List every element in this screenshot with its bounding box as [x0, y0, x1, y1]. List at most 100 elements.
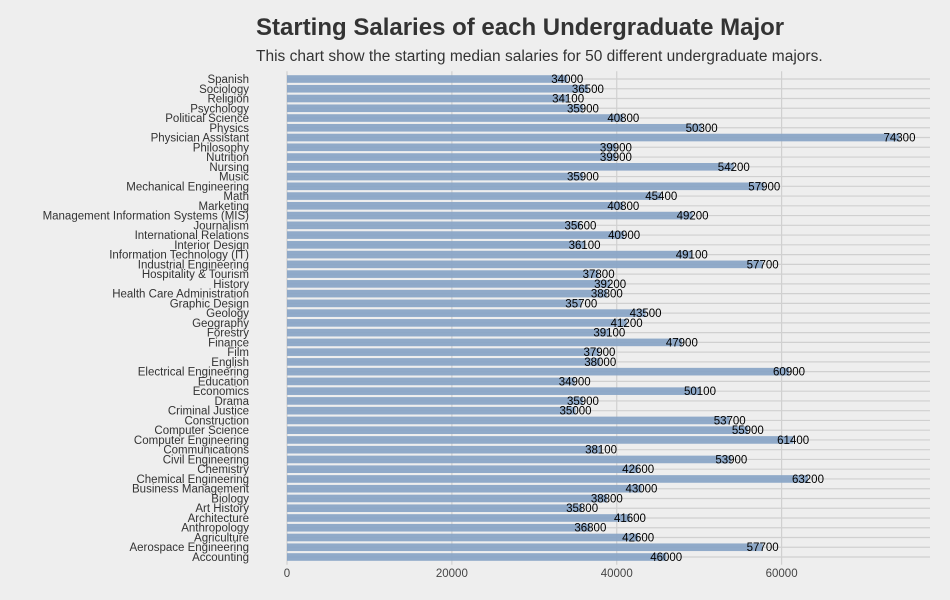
bar — [287, 523, 591, 532]
bar — [287, 211, 693, 220]
bar — [287, 494, 607, 503]
bar — [287, 514, 630, 522]
category-label: Architecture — [188, 513, 249, 525]
bar — [287, 319, 627, 327]
bar — [287, 192, 662, 200]
category-label: Journalism — [193, 220, 249, 232]
bar — [287, 377, 575, 386]
bar — [287, 114, 624, 122]
bar — [287, 299, 582, 308]
bar — [287, 465, 639, 474]
category-label: Graphic Design — [170, 298, 249, 310]
bar — [287, 143, 616, 152]
category-label: Geology — [206, 308, 249, 320]
bar — [287, 84, 588, 93]
x-tick-label: 20000 — [436, 568, 468, 580]
category-label: Construction — [184, 415, 249, 427]
category-label: Political Science — [165, 113, 249, 125]
bar — [287, 94, 569, 103]
bar — [287, 123, 702, 132]
category-label: Nursing — [209, 162, 249, 174]
bar — [287, 426, 748, 434]
category-label: Accounting — [192, 552, 249, 564]
category-label: Civil Engineering — [163, 454, 249, 466]
category-label: Drama — [214, 396, 249, 408]
category-label: Spanish — [207, 74, 249, 86]
category-label: Information Technology (IT) — [109, 250, 249, 262]
value-label: 35700 — [565, 298, 597, 310]
bar — [287, 289, 607, 298]
category-label: Nutrition — [206, 152, 249, 164]
category-label: Industrial Engineering — [138, 259, 249, 271]
value-label: 35900 — [567, 396, 599, 408]
category-label: Chemistry — [197, 464, 249, 476]
value-label: 35800 — [566, 503, 598, 515]
category-label: Communications — [163, 445, 249, 457]
value-label: 38800 — [591, 493, 623, 505]
category-label: History — [213, 279, 249, 291]
x-tick-label: 40000 — [601, 568, 633, 580]
value-label: 43500 — [630, 308, 662, 320]
value-label: 37900 — [583, 347, 615, 359]
bar — [287, 406, 576, 415]
value-label: 41600 — [614, 513, 646, 525]
value-label: 35600 — [564, 220, 596, 232]
category-label: Physics — [209, 123, 249, 135]
bar — [287, 260, 763, 269]
value-label: 35900 — [567, 172, 599, 184]
category-label: Computer Engineering — [134, 435, 249, 447]
value-label: 36800 — [574, 523, 606, 535]
bar — [287, 475, 808, 483]
bar — [287, 445, 602, 454]
category-label: Economics — [193, 386, 249, 398]
value-label: 43000 — [625, 484, 657, 496]
value-label: 54200 — [718, 162, 750, 174]
value-label: 50100 — [684, 386, 716, 398]
bar — [287, 358, 601, 366]
category-label: Anthropology — [181, 523, 249, 535]
bar — [287, 182, 765, 191]
category-label: Philosophy — [193, 142, 250, 154]
bar — [287, 504, 583, 513]
bar — [287, 162, 734, 171]
value-label: 40900 — [608, 230, 640, 242]
category-label: Aerospace Engineering — [129, 542, 249, 554]
category-label: International Relations — [135, 230, 250, 242]
category-label: Mechanical Engineering — [126, 181, 249, 193]
bars — [287, 75, 900, 561]
value-label: 34900 — [559, 376, 591, 388]
bar — [287, 133, 900, 142]
bar — [287, 309, 646, 317]
bar — [287, 455, 732, 464]
category-label: Psychology — [190, 103, 249, 115]
bar — [287, 202, 624, 210]
category-label: Finance — [208, 337, 249, 349]
value-label: 38000 — [584, 357, 616, 369]
value-label: 40800 — [607, 113, 639, 125]
bar — [287, 231, 625, 239]
value-label: 49200 — [677, 211, 709, 223]
value-label: 42600 — [622, 532, 654, 544]
value-label: 40800 — [607, 201, 639, 213]
category-label: Forestry — [207, 328, 249, 340]
category-label: Criminal Justice — [168, 406, 249, 418]
value-label: 39900 — [600, 142, 632, 154]
value-label: 60900 — [773, 367, 805, 379]
value-label: 50300 — [686, 123, 718, 135]
value-label: 57900 — [748, 181, 780, 193]
value-label: 57700 — [747, 259, 779, 271]
value-label: 45400 — [645, 191, 677, 203]
category-label: Music — [219, 172, 249, 184]
bar — [287, 250, 692, 259]
bar — [287, 241, 585, 249]
value-label: 35000 — [560, 406, 592, 418]
category-label: Interior Design — [174, 240, 249, 252]
category-label: Sociology — [199, 84, 249, 96]
value-label: 53700 — [714, 415, 746, 427]
bar — [287, 328, 610, 337]
value-label: 74300 — [884, 133, 916, 145]
category-label: English — [211, 357, 249, 369]
category-label: Math — [223, 191, 249, 203]
bar — [287, 153, 616, 161]
